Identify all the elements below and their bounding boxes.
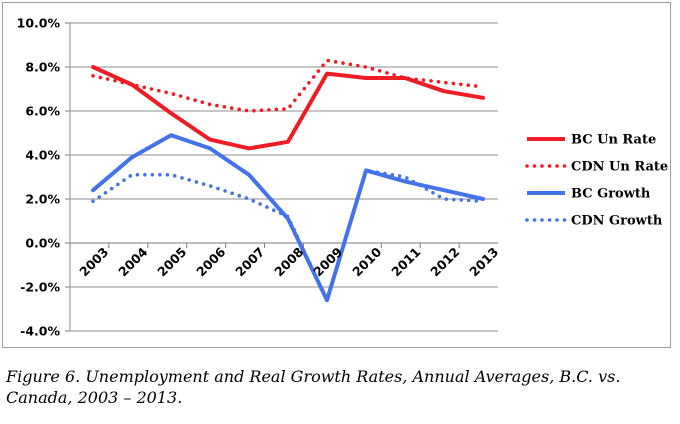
y-tick-label: 4.0% [25, 148, 60, 163]
series-line-2 [91, 133, 485, 303]
x-tick-label: 2005 [154, 244, 189, 279]
figure-caption: Figure 6. Unemployment and Real Growth R… [6, 367, 621, 407]
x-tick-label: 2012 [427, 244, 462, 279]
x-tick-label: 2007 [232, 244, 267, 279]
y-tick-label: 8.0% [25, 60, 60, 75]
y-tick-label: -4.0% [20, 324, 60, 339]
series-line-0 [91, 65, 485, 151]
x-tick-label: 2004 [115, 244, 150, 279]
axes [65, 22, 498, 332]
y-tick-label: -2.0% [20, 280, 60, 295]
legend-label-0: BC Un Rate [571, 133, 656, 148]
x-tick-label: 2013 [466, 244, 501, 279]
chart: -4.0%-2.0%0.0%2.0%4.0%6.0%8.0%10.0%2003 2… [17, 16, 669, 339]
x-tick-label: 2011 [388, 244, 423, 279]
x-tick-label: 2010 [349, 244, 384, 279]
grid-lines [70, 22, 498, 332]
series-lines [91, 58, 485, 303]
y-tick-label: 0.0% [25, 236, 60, 251]
legend-label-2: BC Growth [571, 187, 651, 202]
y-tick-label: 10.0% [17, 16, 61, 31]
y-tick-label: 2.0% [25, 192, 60, 207]
chart-frame: -4.0% -2.0% 0.0% 2.0% 4.0% 6.0% 8.0% 10.0% 2003 2… [2, 2, 671, 348]
tick-labels: -4.0%-2.0%0.0%2.0%4.0%6.0%8.0%10.0%2003 2… [17, 16, 502, 339]
series-line-1 [91, 58, 485, 113]
series-line-3 [91, 168, 485, 303]
legend-label-3: CDN Growth [571, 214, 663, 229]
x-tick-label: 2006 [193, 244, 228, 279]
legend: BC Un Rate CDN Un Rate BC Growth CDN Growth [525, 133, 668, 229]
x-tick-label: 2003 [76, 244, 111, 279]
y-tick-label: 6.0% [25, 104, 60, 119]
legend-label-1: CDN Un Rate [571, 160, 668, 175]
